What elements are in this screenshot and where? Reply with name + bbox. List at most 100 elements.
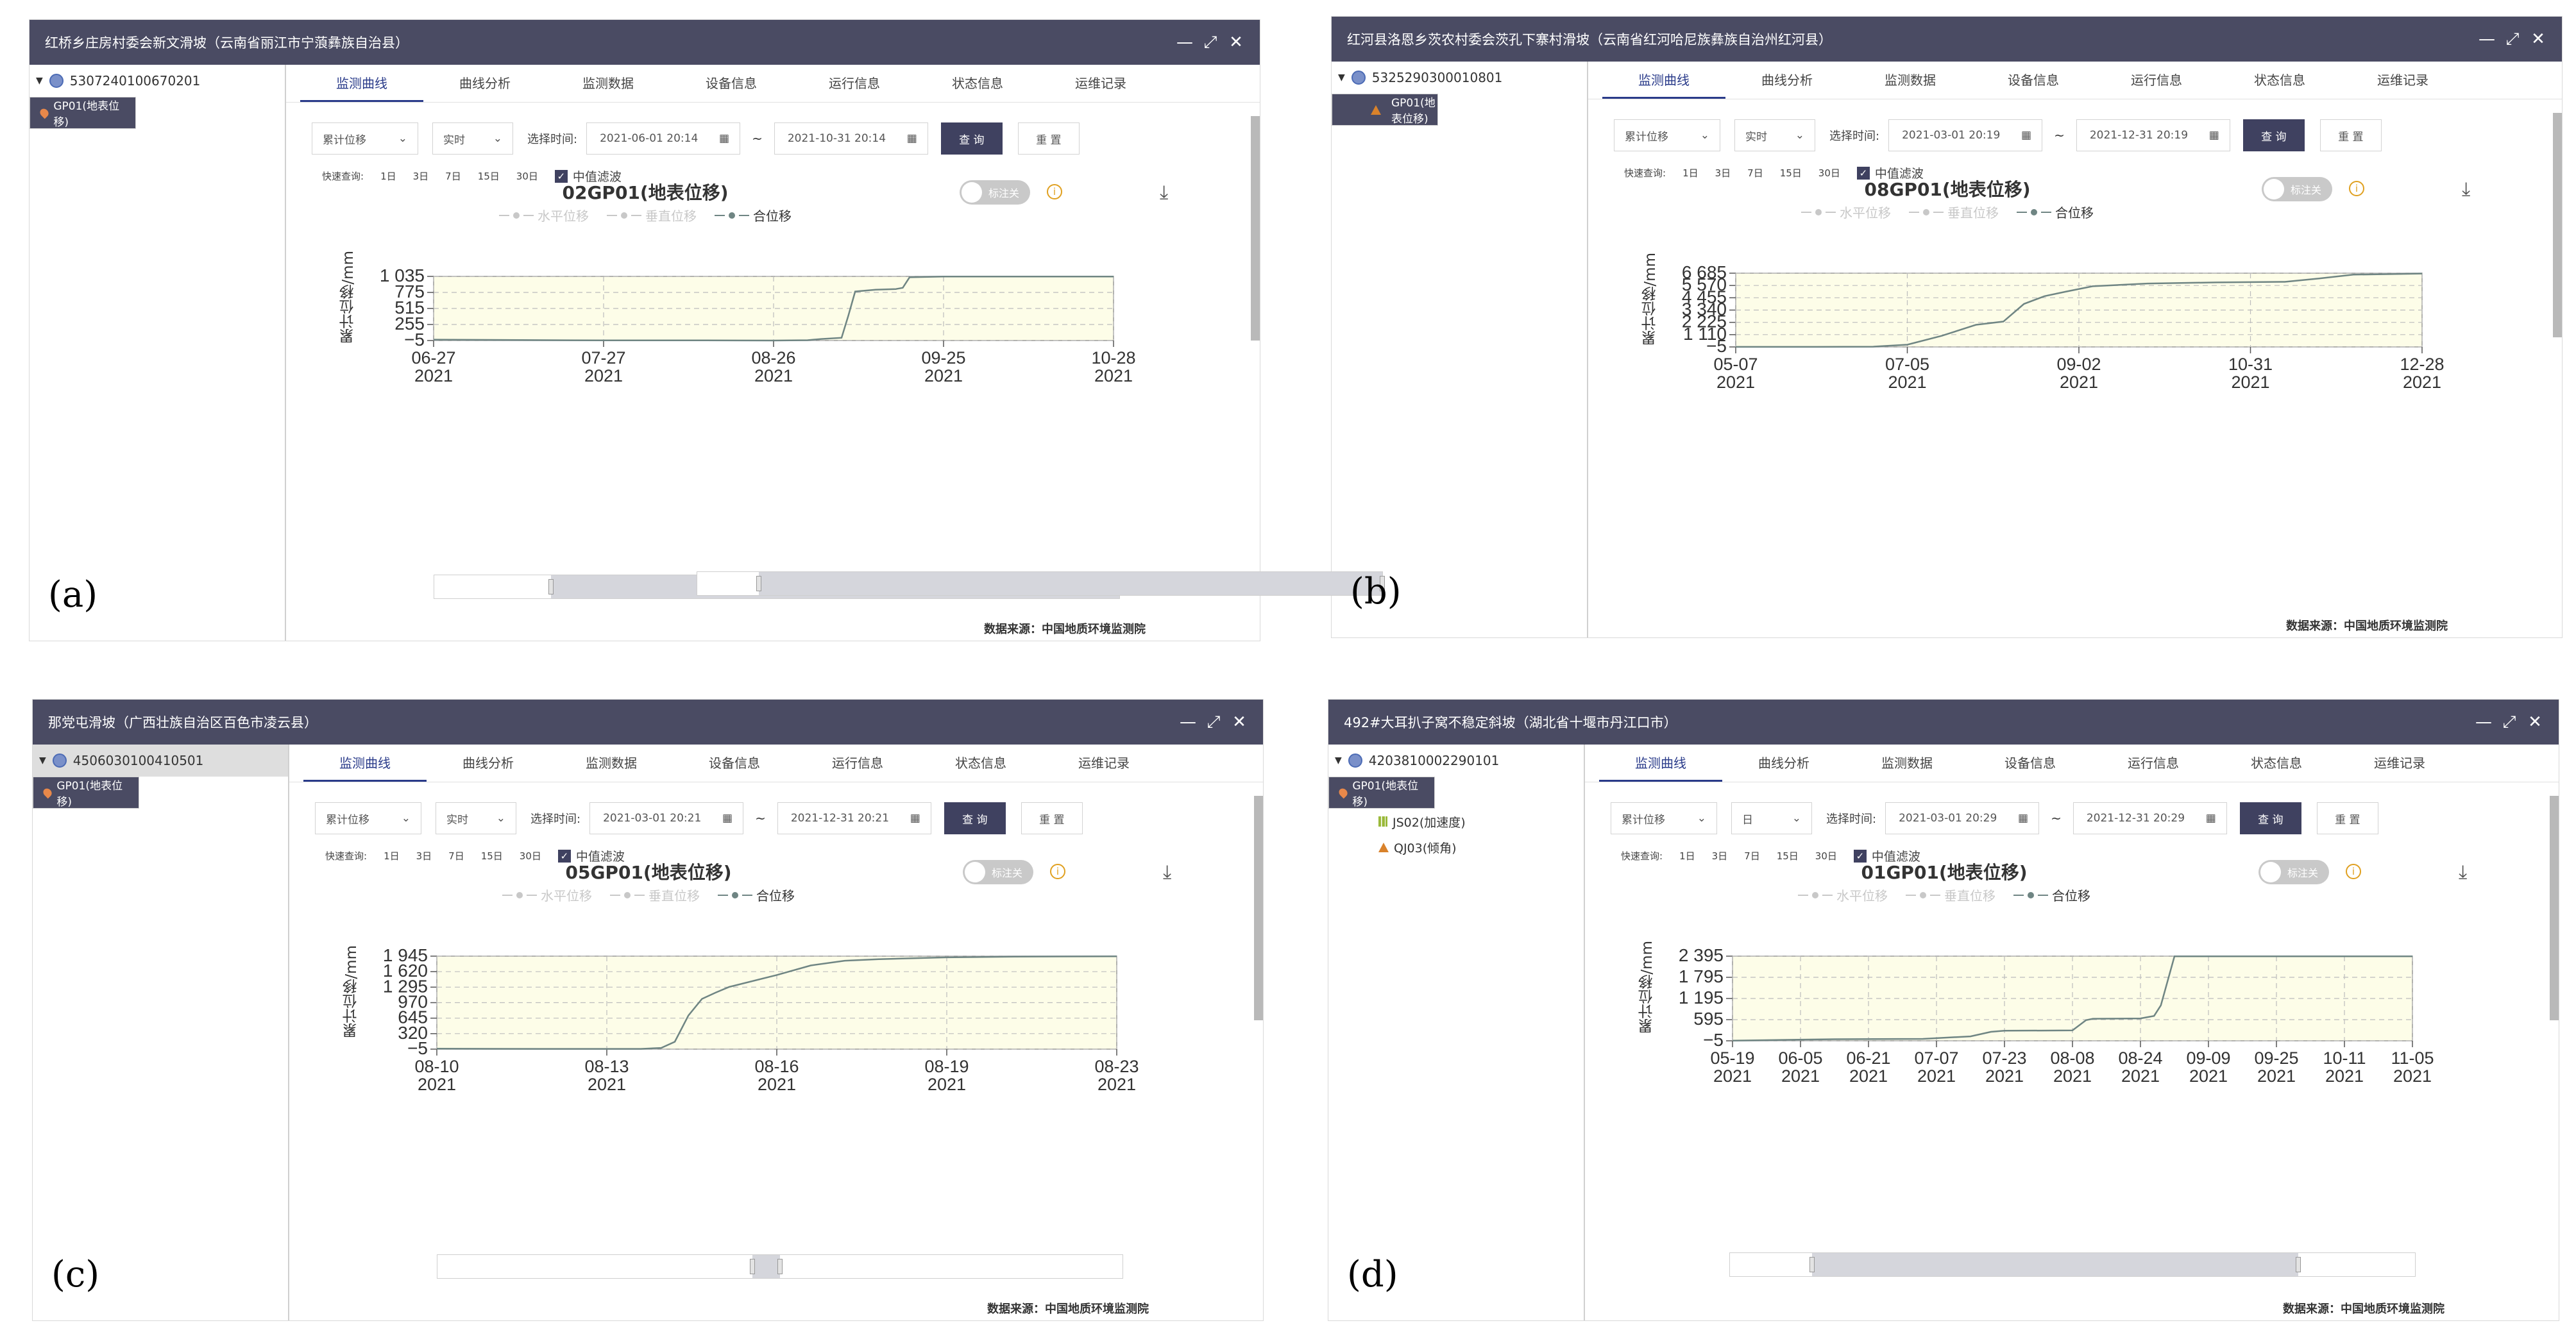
tree-item[interactable]: GP01(地表位移)	[33, 777, 139, 809]
interval-select[interactable]: 实时 ⌄	[432, 122, 513, 155]
tab[interactable]: 曲线分析	[462, 755, 514, 771]
tab[interactable]: 运维记录	[1075, 76, 1126, 91]
legend-item[interactable]: 垂直位移	[607, 206, 697, 224]
range-slider[interactable]	[437, 1254, 1123, 1279]
minimize-icon[interactable]: —	[1180, 712, 1196, 732]
tree-item[interactable]: QJ03(倾角)	[1328, 834, 1584, 860]
close-icon[interactable]: ✕	[1229, 32, 1243, 52]
interval-select[interactable]: 实时 ⌄	[436, 802, 516, 834]
query-button[interactable]: 查 询	[940, 122, 1003, 155]
maximize-icon[interactable]: ⤢	[1207, 712, 1221, 732]
type-select[interactable]: 累计位移 ⌄	[312, 122, 418, 155]
tab[interactable]: 状态信息	[952, 76, 1003, 91]
tab[interactable]: 监测数据	[1881, 755, 1933, 771]
tab[interactable]: 监测曲线	[300, 73, 423, 102]
minimize-icon[interactable]: —	[2479, 29, 2495, 49]
start-date-input[interactable]: 2021-03-01 20:29 ▦	[1885, 802, 2040, 834]
tree-root-node[interactable]: ▼ 4506030100410501	[33, 745, 288, 777]
quick-option[interactable]: 15日	[480, 850, 503, 862]
quick-option[interactable]: 7日	[445, 171, 461, 182]
end-date-input[interactable]: 2021-12-31 20:19 ▦	[2076, 119, 2230, 151]
legend-item[interactable]: 垂直位移	[1906, 886, 1996, 904]
tab[interactable]: 监测曲线	[303, 753, 427, 782]
tab[interactable]: 运行信息	[2128, 755, 2179, 771]
tab[interactable]: 设备信息	[2004, 755, 2056, 771]
quick-option[interactable]: 7日	[448, 850, 464, 862]
quick-option[interactable]: 30日	[1815, 850, 1837, 862]
slider-handle-left[interactable]	[1809, 1257, 1815, 1272]
median-filter-checkbox[interactable]: ✓ 中值滤波	[1856, 164, 1924, 181]
close-icon[interactable]: ✕	[2528, 712, 2542, 732]
interval-select[interactable]: 日 ⌄	[1731, 802, 1812, 834]
close-icon[interactable]: ✕	[1232, 712, 1246, 732]
download-icon[interactable]: ⤓	[2462, 178, 2471, 201]
quick-option[interactable]: 1日	[1679, 850, 1695, 862]
tree-item[interactable]: JS02(加速度)	[1328, 809, 1584, 834]
quick-option[interactable]: 3日	[416, 850, 432, 862]
legend-item[interactable]: 垂直位移	[1909, 203, 1999, 221]
legend-item[interactable]: 合位移	[715, 206, 792, 224]
start-date-input[interactable]: 2021-03-01 20:21 ▦	[589, 802, 744, 834]
tab[interactable]: 监测数据	[1885, 72, 1936, 88]
query-button[interactable]: 查 询	[944, 802, 1006, 834]
slider-handle-left[interactable]	[750, 1259, 756, 1274]
slider-selection[interactable]	[759, 572, 1382, 595]
tree-item[interactable]: GP01(地表位移)	[1332, 94, 1438, 126]
annotation-toggle[interactable]: 标注关	[963, 860, 1033, 884]
tab[interactable]: 曲线分析	[1761, 72, 1813, 88]
scrollbar[interactable]	[2550, 796, 2559, 1020]
slider-handle-left[interactable]	[548, 579, 554, 594]
quick-option[interactable]: 30日	[519, 850, 541, 862]
annotation-toggle[interactable]: 标注关	[960, 180, 1030, 205]
tab[interactable]: 监测曲线	[1602, 70, 1725, 99]
slider-handle-right[interactable]	[1380, 576, 1385, 591]
minimize-icon[interactable]: —	[2475, 712, 2492, 732]
quick-option[interactable]: 7日	[1747, 167, 1763, 179]
quick-option[interactable]: 1日	[380, 171, 396, 182]
slider-selection[interactable]	[1812, 1253, 2299, 1276]
download-icon[interactable]: ⤓	[1163, 861, 1172, 884]
tree-item[interactable]: GP01(地表位移)	[30, 97, 136, 129]
slider-handle-right[interactable]	[2296, 1257, 2301, 1272]
tab[interactable]: 状态信息	[2254, 72, 2305, 88]
scrollbar[interactable]	[2553, 113, 2562, 337]
info-icon[interactable]: i	[1047, 184, 1062, 199]
start-date-input[interactable]: 2021-06-01 20:14 ▦	[586, 122, 741, 155]
slider-selection[interactable]	[752, 1255, 780, 1278]
end-date-input[interactable]: 2021-12-31 20:29 ▦	[2072, 802, 2227, 834]
tab[interactable]: 设备信息	[709, 755, 760, 771]
tab[interactable]: 运行信息	[829, 76, 880, 91]
maximize-icon[interactable]: ⤢	[1203, 32, 1217, 52]
end-date-input[interactable]: 2021-12-31 20:21 ▦	[777, 802, 931, 834]
quick-option[interactable]: 1日	[384, 850, 400, 862]
reset-button[interactable]: 重 置	[1017, 122, 1080, 155]
range-slider[interactable]	[1729, 1252, 2416, 1277]
caret-down-icon[interactable]: ▼	[39, 755, 46, 766]
caret-down-icon[interactable]: ▼	[1338, 72, 1345, 83]
slider-handle-right[interactable]	[777, 1259, 783, 1274]
query-button[interactable]: 查 询	[2242, 119, 2305, 151]
legend-item[interactable]: 水平位移	[1798, 886, 1888, 904]
quick-option[interactable]: 3日	[412, 171, 429, 182]
reset-button[interactable]: 重 置	[2319, 119, 2382, 151]
tab[interactable]: 运行信息	[832, 755, 883, 771]
slider-handle-left[interactable]	[756, 576, 762, 591]
quick-option[interactable]: 15日	[477, 171, 500, 182]
tab[interactable]: 设备信息	[2008, 72, 2059, 88]
caret-down-icon[interactable]: ▼	[1335, 755, 1342, 766]
reset-button[interactable]: 重 置	[1021, 802, 1083, 834]
info-icon[interactable]: i	[2346, 864, 2361, 879]
quick-option[interactable]: 3日	[1715, 167, 1731, 179]
type-select[interactable]: 累计位移 ⌄	[315, 802, 421, 834]
legend-item[interactable]: 合位移	[718, 886, 795, 904]
tree-root-node[interactable]: ▼ 5307240100670201	[30, 65, 285, 97]
info-icon[interactable]: i	[2349, 181, 2364, 196]
annotation-toggle[interactable]: 标注关	[2262, 177, 2332, 201]
maximize-icon[interactable]: ⤢	[2502, 712, 2516, 732]
legend-item[interactable]: 水平位移	[502, 886, 592, 904]
tab[interactable]: 运维记录	[1078, 755, 1130, 771]
tree-root-node[interactable]: ▼ 5325290300010801	[1332, 62, 1587, 94]
caret-down-icon[interactable]: ▼	[36, 76, 43, 86]
quick-option[interactable]: 15日	[1779, 167, 1802, 179]
quick-option[interactable]: 1日	[1682, 167, 1699, 179]
